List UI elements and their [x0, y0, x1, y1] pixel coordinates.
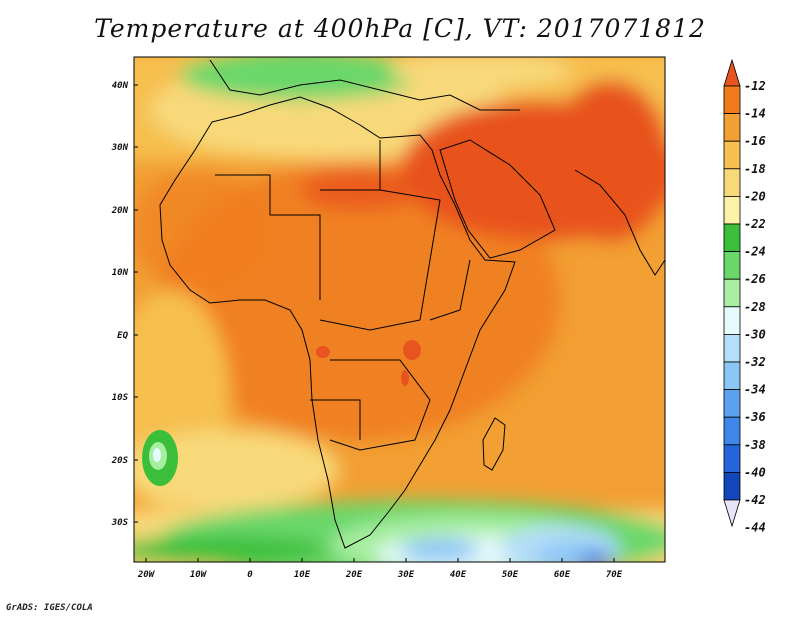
lon-label: 50E: [502, 570, 519, 580]
colorbar-swatch: [723, 168, 741, 197]
colorbar: -12 -14 -16 -18 -20 -22 -24 -26 -28 -30 -32 -34 -36 -…: [723, 58, 766, 535]
credit-text: GrADS: IGES/COLA: [6, 603, 93, 613]
lat-axis: 40N 30N 20N 10N EQ 10S 20S 30S: [111, 81, 138, 528]
colorbar-label: -14: [744, 107, 766, 121]
colorbar-swatch: [723, 361, 741, 391]
lat-label: 20N: [111, 206, 129, 216]
colorbar-label: -16: [744, 134, 766, 148]
lon-label: 30E: [397, 570, 415, 580]
lon-axis: 20W 10W 0 10E 20E 30E 40E 50E 60E 70E: [137, 558, 623, 580]
colorbar-label: -24: [744, 245, 766, 259]
colorbar-label: -26: [744, 272, 766, 286]
lon-label: 60E: [554, 570, 571, 580]
plot-frame: [133, 56, 666, 563]
lat-label: 10S: [112, 393, 129, 403]
colorbar-swatch: [723, 251, 741, 280]
colorbar-bottom-arrow: [723, 499, 741, 528]
lat-label: 40N: [112, 81, 129, 91]
colorbar-label: -34: [744, 383, 766, 397]
colorbar-label: -36: [744, 410, 766, 424]
lat-label: 10N: [112, 268, 129, 278]
colorbar-swatch: [723, 278, 741, 308]
colorbar-label: -12: [744, 79, 766, 93]
colorbar-label: -38: [744, 438, 766, 452]
colorbar-swatch: [723, 85, 741, 115]
colorbar-label: -32: [744, 355, 766, 369]
colorbar-swatch: [723, 195, 741, 225]
lat-label: 20S: [111, 456, 129, 466]
colorbar-swatch: [723, 140, 741, 170]
colorbar-swatch: [723, 223, 741, 253]
colorbar-label: -44: [744, 521, 766, 535]
colorbar-swatch: [723, 306, 741, 335]
colorbar-label: -22: [744, 217, 766, 231]
coastlines: [159, 59, 665, 549]
lon-label: 70E: [606, 570, 623, 580]
colorbar-label: -40: [744, 465, 766, 479]
colorbar-label: -30: [744, 327, 766, 341]
temperature-field: [134, 57, 665, 562]
colorbar-label: -18: [744, 162, 766, 176]
lon-label: 20W: [137, 570, 156, 580]
map-title: Temperature at 400hPa [C], VT: 201707181…: [94, 14, 706, 43]
lat-label: EQ: [117, 331, 128, 341]
colorbar-top-arrow: [723, 58, 741, 87]
lon-label: 20E: [345, 570, 363, 580]
colorbar-swatch: [723, 416, 741, 446]
colorbar-swatch: [723, 113, 741, 142]
colorbar-swatch: [723, 389, 741, 418]
colorbar-swatch: [723, 444, 741, 473]
lon-label: 10W: [190, 570, 208, 580]
colorbar-swatch: [723, 471, 741, 501]
colorbar-label: -42: [744, 493, 766, 507]
lat-label: 30N: [111, 143, 129, 153]
colorbar-label: -20: [744, 189, 766, 203]
lon-label: 0: [247, 570, 253, 580]
lon-label: 10E: [294, 570, 311, 580]
colorbar-label: -28: [744, 300, 766, 314]
colorbar-swatch: [723, 333, 741, 363]
lat-label: 30S: [111, 518, 129, 528]
lon-label: 40E: [450, 570, 467, 580]
